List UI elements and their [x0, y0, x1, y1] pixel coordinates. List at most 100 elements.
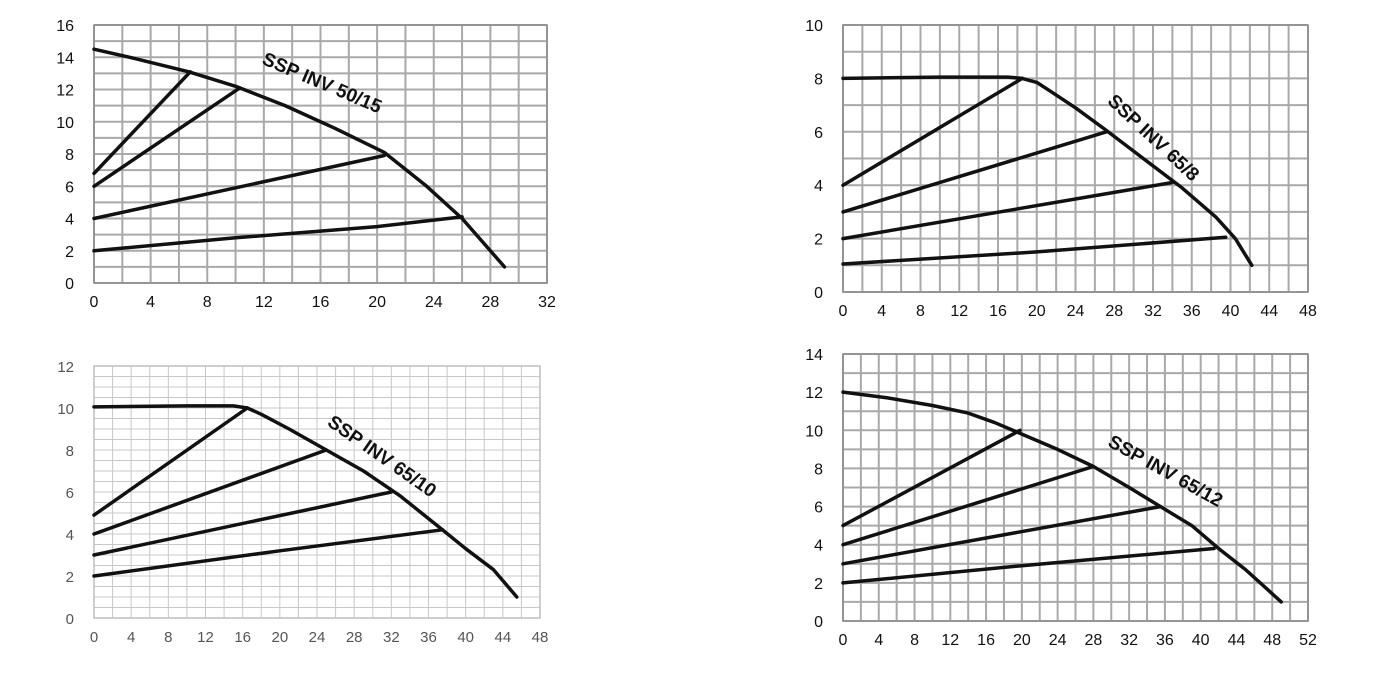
y-tick-label: 10 — [56, 115, 74, 132]
x-tick-label: 48 — [532, 629, 549, 646]
x-tick-label: 8 — [910, 632, 919, 649]
y-tick-label: 2 — [814, 576, 823, 593]
x-tick-label: 36 — [1156, 632, 1174, 649]
max-curve-line — [92, 47, 507, 269]
y-tick-label: 8 — [66, 443, 74, 460]
x-tick-label: 48 — [1299, 303, 1317, 320]
series-line — [92, 528, 445, 578]
y-tick-label: 16 — [56, 18, 74, 35]
x-tick-label: 12 — [941, 632, 959, 649]
y-tick-label: 0 — [66, 611, 74, 628]
y-tick-label: 0 — [814, 285, 823, 302]
max-curve-line — [841, 390, 1283, 604]
series-line — [841, 464, 1096, 547]
x-tick-label: 28 — [1105, 303, 1123, 320]
y-tick-label: 12 — [57, 359, 74, 376]
y-tick-label: 0 — [65, 276, 74, 293]
x-tick-label: 40 — [457, 629, 474, 646]
y-tick-label: 8 — [65, 147, 74, 164]
series-line — [92, 86, 242, 189]
x-tick-label: 0 — [839, 303, 848, 320]
series-line — [92, 70, 193, 176]
chart-4: 0 4 8 12 16 20 24 28 32 36 40 44 48 5202468101214SSP … — [805, 347, 1317, 649]
x-tick-label: 0 — [839, 632, 848, 649]
x-tick-label: 16 — [977, 632, 995, 649]
y-tick-label: 2 — [814, 232, 823, 249]
x-tick-label: 0 — [90, 294, 99, 311]
x-tick-label: 32 — [538, 294, 556, 311]
y-tick-label: 2 — [65, 244, 74, 261]
y-tick-label: 10 — [805, 18, 823, 35]
y-tick-label: 4 — [66, 527, 74, 544]
x-tick-label: 44 — [494, 629, 511, 646]
x-tick-label: 36 — [1183, 303, 1201, 320]
x-tick-label: 32 — [383, 629, 400, 646]
x-tick-label: 24 — [309, 629, 326, 646]
y-tick-label: 12 — [56, 83, 74, 100]
x-tick-label: 12 — [197, 629, 214, 646]
x-tick-label: 28 — [481, 294, 499, 311]
x-tick-label: 44 — [1260, 303, 1278, 320]
x-tick-label: 4 — [877, 303, 886, 320]
x-tick-label: 40 — [1192, 632, 1210, 649]
y-tick-label: 12 — [805, 385, 823, 402]
y-tick-label: 4 — [814, 178, 823, 195]
x-tick-label: 12 — [950, 303, 968, 320]
x-tick-label: 0 — [90, 629, 98, 646]
y-tick-label: 14 — [56, 50, 74, 67]
y-tick-label: 6 — [65, 179, 74, 196]
x-tick-label: 32 — [1120, 632, 1138, 649]
y-tick-label: 2 — [66, 569, 74, 586]
series-line — [841, 504, 1163, 566]
plot-frame — [842, 353, 1309, 622]
x-tick-label: 16 — [989, 303, 1007, 320]
plot-frame — [842, 24, 1309, 293]
x-tick-label: 44 — [1228, 632, 1246, 649]
y-tick-label: 6 — [814, 125, 823, 142]
x-tick-label: 4 — [146, 294, 155, 311]
series-line — [92, 490, 394, 557]
plot-frame — [93, 365, 541, 619]
y-tick-label: 4 — [65, 212, 74, 229]
series-line — [92, 448, 329, 536]
x-tick-label: 8 — [203, 294, 212, 311]
series-line — [841, 428, 1022, 528]
x-tick-label: 40 — [1222, 303, 1240, 320]
x-tick-label: 4 — [874, 632, 883, 649]
x-tick-label: 20 — [368, 294, 386, 311]
x-tick-label: 28 — [346, 629, 363, 646]
y-tick-label: 4 — [814, 538, 823, 555]
y-tick-label: 8 — [814, 461, 823, 478]
x-tick-label: 32 — [1144, 303, 1162, 320]
series-line — [92, 215, 464, 253]
x-tick-label: 24 — [1049, 632, 1067, 649]
x-tick-label: 36 — [420, 629, 437, 646]
y-tick-label: 8 — [814, 71, 823, 88]
series-line — [841, 546, 1216, 585]
x-tick-label: 4 — [127, 629, 135, 646]
series-line — [92, 153, 386, 221]
series-line — [841, 76, 1024, 187]
series-line — [841, 130, 1109, 214]
x-tick-label: 20 — [1028, 303, 1046, 320]
x-tick-label: 48 — [1263, 632, 1281, 649]
x-tick-label: 24 — [425, 294, 443, 311]
y-tick-label: 10 — [57, 401, 74, 418]
x-tick-label: 28 — [1084, 632, 1102, 649]
x-tick-label: 20 — [271, 629, 288, 646]
x-tick-label: 12 — [255, 294, 273, 311]
plot-frame — [93, 24, 548, 284]
x-tick-label: 8 — [916, 303, 925, 320]
series-line — [92, 406, 250, 517]
series-line — [841, 235, 1228, 266]
y-tick-label: 0 — [814, 614, 823, 631]
y-tick-label: 6 — [66, 485, 74, 502]
max-curve-line — [841, 75, 1254, 268]
x-tick-label: 8 — [164, 629, 172, 646]
x-tick-label: 52 — [1299, 632, 1317, 649]
x-tick-label: 24 — [1067, 303, 1085, 320]
